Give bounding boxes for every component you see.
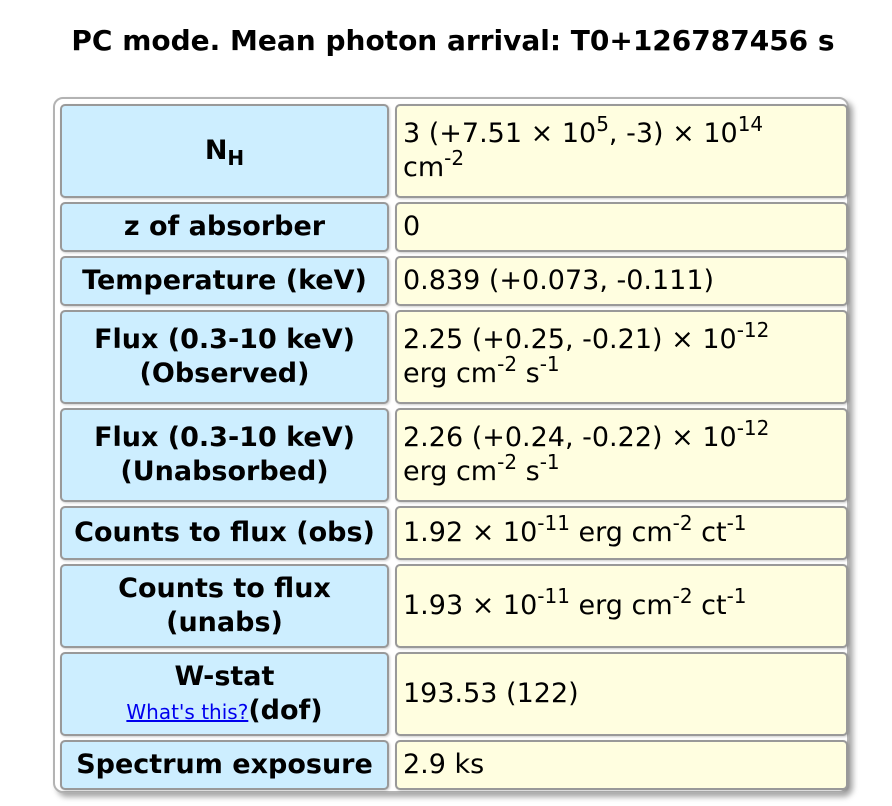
z-absorber-label: z of absorber: [60, 202, 389, 252]
wstat-label-line1: W-stat: [174, 660, 275, 692]
flux-unabsorbed-unit-a: erg cm: [403, 456, 498, 487]
flux-unabsorbed-label-line2: (Unabsorbed): [120, 456, 329, 487]
table-row: Flux (0.3-10 keV) (Unabsorbed) 2.26 (+0.…: [58, 406, 850, 504]
ctf-unabs-value-c: ct: [692, 590, 727, 621]
z-absorber-value: 0: [395, 202, 848, 252]
nh-label-text: N: [204, 135, 228, 166]
temperature-label-text: Temperature (keV): [82, 265, 367, 296]
flux-unabsorbed-value-exp: -12: [736, 416, 770, 440]
nh-label-subscript: H: [227, 146, 245, 170]
table-row: Flux (0.3-10 keV) (Observed) 2.25 (+0.25…: [58, 308, 850, 406]
counts-to-flux-unabs-value: 1.93 × 10-11 erg cm-2 ct-1: [395, 564, 848, 648]
flux-unabsorbed-label-line1: Flux (0.3-10 keV): [94, 422, 355, 453]
flux-unabsorbed-unit-exp-b: -1: [539, 450, 560, 474]
temperature-value: 0.839 (+0.073, -0.111): [395, 256, 848, 306]
ctf-unabs-exp1: -11: [537, 584, 570, 608]
table-row: Counts to flux (unabs) 1.93 × 10-11 erg …: [58, 562, 850, 650]
counts-to-flux-obs-label-text: Counts to flux (obs): [74, 517, 375, 548]
table-row: W-stat What's this?(dof) 193.53 (122): [58, 650, 850, 738]
flux-unabsorbed-label: Flux (0.3-10 keV) (Unabsorbed): [60, 408, 389, 502]
wstat-label: W-stat What's this?(dof): [60, 652, 389, 736]
z-absorber-value-text: 0: [403, 211, 421, 242]
page-title: PC mode. Mean photon arrival: T0+1267874…: [71, 24, 835, 57]
nh-value-unit: cm: [403, 152, 445, 183]
table-row: Temperature (keV) 0.839 (+0.073, -0.111): [58, 254, 850, 308]
ctf-unabs-value-a: 1.93 × 10: [403, 590, 538, 621]
spectrum-exposure-label-text: Spectrum exposure: [76, 749, 373, 780]
spectral-fit-table: NH 3 (+7.51 × 105, -3) × 1014 cm-2 z of …: [53, 97, 849, 793]
table-row: Counts to flux (obs) 1.92 × 10-11 erg cm…: [58, 504, 850, 562]
flux-observed-unit-exp-b: -1: [539, 352, 560, 376]
ctf-unabs-label-line2: (unabs): [166, 607, 283, 638]
flux-observed-value-exp: -12: [736, 318, 770, 342]
counts-to-flux-obs-label: Counts to flux (obs): [60, 506, 389, 560]
ctf-obs-value-b: erg cm: [569, 517, 673, 548]
nh-value-exp2: 14: [737, 112, 764, 136]
nh-value-unit-exp: -2: [444, 146, 465, 170]
flux-observed-label: Flux (0.3-10 keV) (Observed): [60, 310, 389, 404]
flux-unabsorbed-unit-exp-a: -2: [497, 450, 518, 474]
table-row: Spectrum exposure 2.9 ks: [58, 738, 850, 792]
ctf-obs-exp3: -1: [726, 511, 747, 535]
wstat-label-dof: (dof): [248, 694, 323, 726]
spectrum-exposure-value: 2.9 ks: [395, 740, 848, 790]
flux-unabsorbed-value-text: 2.26 (+0.24, -0.22) × 10: [403, 422, 737, 453]
ctf-unabs-exp3: -1: [726, 584, 747, 608]
spectrum-exposure-value-text: 2.9 ks: [403, 749, 485, 780]
counts-to-flux-obs-value: 1.92 × 10-11 erg cm-2 ct-1: [395, 506, 848, 560]
table-row: NH 3 (+7.51 × 105, -3) × 1014 cm-2: [58, 102, 850, 200]
ctf-unabs-label-line1: Counts to flux: [118, 573, 331, 604]
nh-value: 3 (+7.51 × 105, -3) × 1014 cm-2: [395, 104, 848, 198]
results-table: NH 3 (+7.51 × 105, -3) × 1014 cm-2 z of …: [58, 102, 850, 792]
flux-observed-unit-a: erg cm: [403, 358, 498, 389]
ctf-obs-exp2: -2: [672, 511, 693, 535]
flux-observed-unit-exp-a: -2: [497, 352, 518, 376]
spectrum-exposure-label: Spectrum exposure: [60, 740, 389, 790]
whats-this-link[interactable]: What's this?: [126, 699, 249, 724]
ctf-unabs-value-b: erg cm: [569, 590, 673, 621]
temperature-label: Temperature (keV): [60, 256, 389, 306]
counts-to-flux-unabs-label: Counts to flux (unabs): [60, 564, 389, 648]
flux-observed-label-line1: Flux (0.3-10 keV): [94, 324, 355, 355]
flux-unabsorbed-value: 2.26 (+0.24, -0.22) × 10-12 erg cm-2 s-1: [395, 408, 848, 502]
flux-observed-value: 2.25 (+0.25, -0.21) × 10-12 erg cm-2 s-1: [395, 310, 848, 404]
nh-label: NH: [60, 104, 389, 198]
table-row: z of absorber 0: [58, 200, 850, 254]
z-absorber-label-text: z of absorber: [123, 211, 326, 242]
ctf-obs-value-c: ct: [692, 517, 727, 548]
nh-value-mid: , -3) × 10: [608, 118, 738, 149]
flux-observed-label-line2: (Observed): [139, 358, 310, 389]
temperature-value-text: 0.839 (+0.073, -0.111): [403, 265, 715, 296]
wstat-value-text: 193.53 (122): [403, 678, 579, 709]
flux-unabsorbed-unit-b: s: [517, 456, 540, 487]
flux-observed-value-text: 2.25 (+0.25, -0.21) × 10: [403, 324, 737, 355]
ctf-obs-value-a: 1.92 × 10: [403, 517, 538, 548]
nh-value-text: 3 (+7.51 × 10: [403, 118, 597, 149]
nh-value-exp1: 5: [596, 112, 609, 136]
ctf-unabs-exp2: -2: [672, 584, 693, 608]
wstat-value: 193.53 (122): [395, 652, 848, 736]
ctf-obs-exp1: -11: [537, 511, 570, 535]
flux-observed-unit-b: s: [517, 358, 540, 389]
